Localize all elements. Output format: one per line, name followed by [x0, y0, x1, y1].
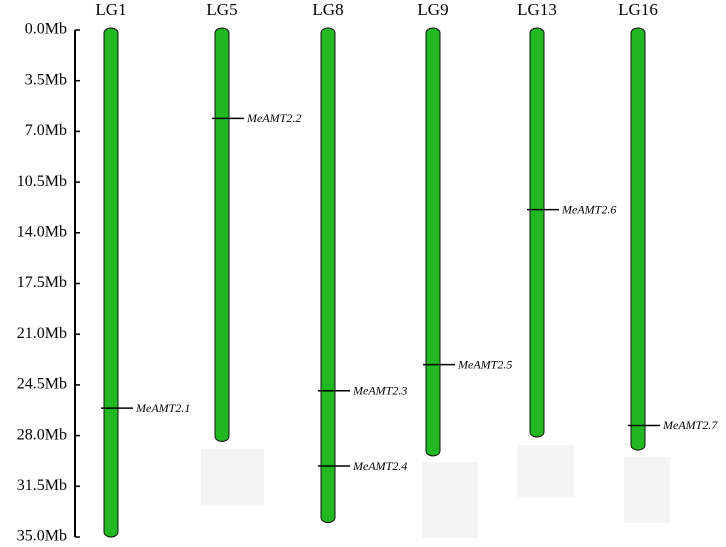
gene-label: MeAMT2.2	[246, 111, 301, 125]
y-tick-label: 31.5Mb	[17, 477, 67, 494]
background-patch	[422, 462, 478, 538]
gene-label: MeAMT2.3	[352, 383, 407, 397]
y-tick-label: 7.0Mb	[25, 122, 67, 139]
chromosome-label: LG13	[517, 0, 557, 19]
chromosome	[529, 27, 545, 438]
chromosome	[630, 27, 646, 451]
chromosome	[320, 27, 336, 524]
gene-label: MeAMT2.4	[352, 459, 407, 473]
gene-label: MeAMT2.6	[561, 202, 616, 216]
y-tick-label: 17.5Mb	[17, 274, 67, 291]
y-tick-label: 28.0Mb	[17, 426, 67, 443]
y-tick-label: 3.5Mb	[25, 71, 67, 88]
chromosome	[425, 27, 441, 457]
chromosome-label: LG1	[95, 0, 126, 19]
y-tick-label: 10.5Mb	[17, 173, 67, 190]
chromosome-label: LG16	[618, 0, 658, 19]
y-tick-label: 14.0Mb	[17, 223, 67, 240]
background-patch	[201, 449, 264, 505]
gene-label: MeAMT2.5	[457, 357, 512, 371]
chromosome-label: LG9	[417, 0, 448, 19]
background-patch	[517, 445, 574, 497]
chromosome	[103, 27, 119, 538]
chromosome-label: LG8	[312, 0, 343, 19]
background-patch	[624, 457, 670, 523]
y-tick-label: 21.0Mb	[17, 325, 67, 342]
y-tick-label: 24.5Mb	[17, 376, 67, 393]
gene-label: MeAMT2.7	[662, 418, 718, 432]
y-tick-label: 0.0Mb	[25, 21, 67, 38]
chromosome	[214, 27, 230, 442]
y-tick-label: 35.0Mb	[17, 528, 67, 545]
gene-label: MeAMT2.1	[135, 401, 190, 415]
chromosome-label: LG5	[206, 0, 237, 19]
